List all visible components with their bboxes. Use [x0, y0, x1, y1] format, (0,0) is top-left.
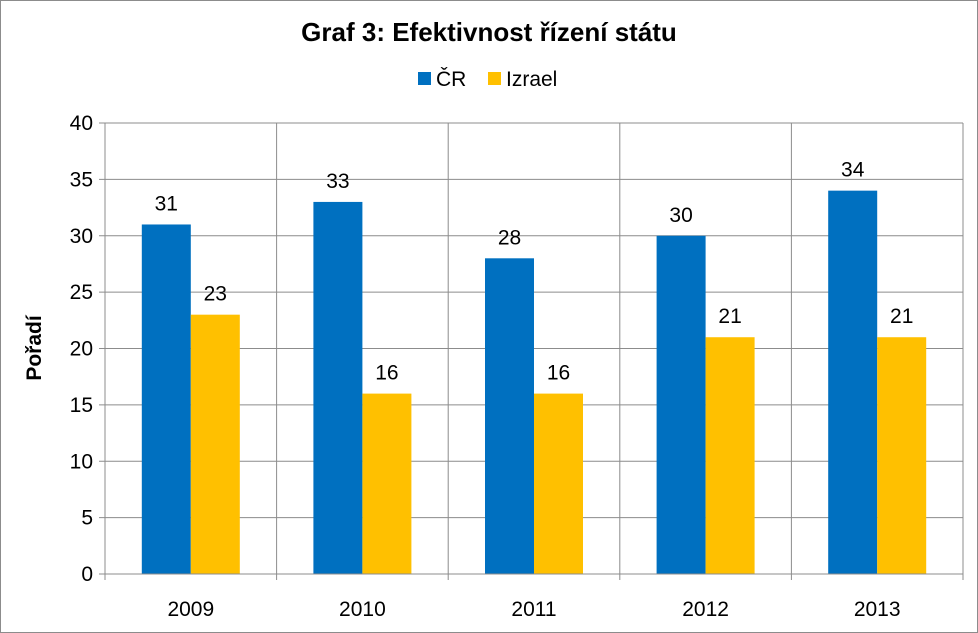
- legend-swatch: [488, 72, 501, 85]
- x-tick-label: 2012: [682, 598, 729, 621]
- y-tick-label: 15: [70, 394, 93, 417]
- bar: [705, 337, 755, 574]
- data-label: 31: [155, 192, 178, 215]
- y-tick-label: 35: [70, 168, 93, 191]
- data-label: 34: [841, 159, 865, 182]
- x-tick-label: 2009: [167, 598, 214, 621]
- data-label: 16: [547, 362, 570, 385]
- data-label: 21: [718, 305, 741, 328]
- legend: ČR Izrael: [418, 68, 557, 91]
- bars: [141, 190, 927, 575]
- bar: [828, 190, 878, 574]
- y-tick-label: 0: [81, 563, 93, 586]
- y-tick-label: 40: [70, 112, 93, 135]
- data-label: 28: [498, 226, 521, 249]
- legend-swatch: [418, 72, 431, 85]
- data-label: 23: [204, 283, 227, 306]
- bar: [877, 337, 927, 574]
- y-tick-label: 5: [81, 507, 93, 530]
- data-labels: 31 23 33 16 28 16 30 21 34 21: [155, 159, 914, 385]
- bar: [485, 258, 534, 574]
- y-tick-label: 25: [70, 281, 93, 304]
- data-label: 33: [326, 170, 349, 193]
- y-tick-label: 30: [70, 225, 93, 248]
- x-tick-label: 2010: [339, 598, 386, 621]
- legend-label: Izrael: [506, 68, 557, 91]
- bar: [141, 224, 191, 574]
- data-label: 30: [669, 204, 692, 227]
- y-axis-label: Pořadí: [23, 314, 46, 381]
- x-tick-label: 2011: [511, 598, 556, 621]
- legend-label: ČR: [436, 68, 466, 91]
- bar: [313, 201, 363, 575]
- bar: [362, 393, 412, 574]
- y-tick-label: 10: [70, 450, 93, 473]
- data-label: 21: [890, 305, 913, 328]
- data-label: 16: [375, 362, 398, 385]
- axes: 0 5 10 15 20 25 30 35 40 2009 2010 2011 2012 2013: [70, 112, 964, 621]
- y-tick-label: 20: [70, 338, 93, 361]
- bar: [534, 393, 583, 574]
- bar: [190, 314, 240, 574]
- chart-title: Graf 3: Efektivnost řízení státu: [301, 17, 677, 47]
- x-tick-label: 2013: [854, 598, 901, 621]
- bar: [656, 235, 706, 574]
